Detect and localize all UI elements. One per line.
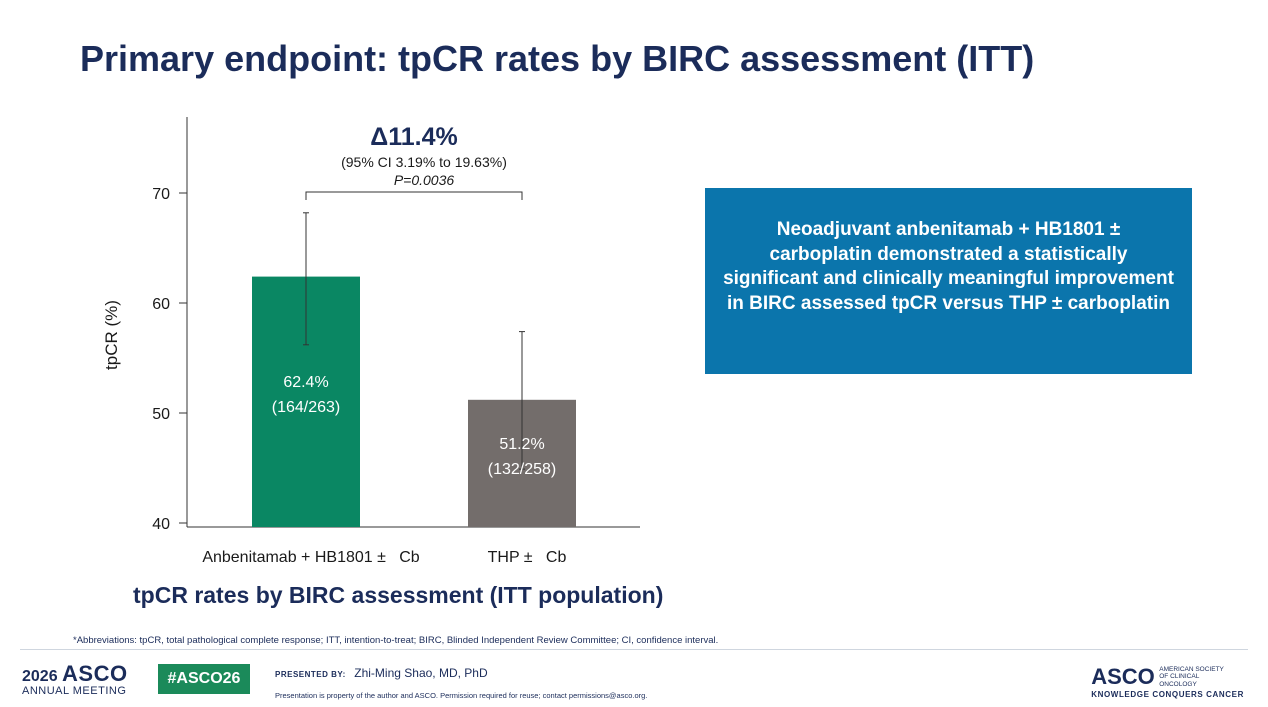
- asco-org-logo: ASCO AMERICAN SOCIETY OF CLINICAL ONCOLO…: [1091, 664, 1244, 699]
- y-tick-label: 60: [152, 296, 170, 313]
- y-axis-title: tpCR (%): [102, 300, 121, 370]
- presenter-name: Zhi-Ming Shao, MD, PhD: [354, 666, 488, 680]
- permission-note: Presentation is property of the author a…: [275, 691, 648, 700]
- logo-annual-meeting: ANNUAL MEETING: [22, 685, 127, 697]
- slide-title: Primary endpoint: tpCR rates by BIRC ass…: [80, 38, 1035, 79]
- org-logo-word: ASCO: [1091, 664, 1155, 689]
- org-name: AMERICAN SOCIETY OF CLINICAL ONCOLOGY: [1159, 665, 1224, 688]
- tpcr-bar-chart: 40 50 60 70 tpCR (%) 62.4% (164/263) Anbenitama…: [102, 117, 640, 566]
- hashtag-badge: #ASCO26: [158, 664, 250, 694]
- data-label-percent: 51.2%: [499, 436, 544, 453]
- x-category-label: THP ± Cb: [488, 549, 567, 566]
- y-tick-label: 50: [152, 406, 170, 423]
- chart-caption: tpCR rates by BIRC assessment (ITT popul…: [133, 582, 664, 608]
- footer-divider: [20, 649, 1248, 650]
- chart-layer: 40 50 60 70 tpCR (%) 62.4% (164/263) Anbenitama…: [102, 117, 640, 566]
- data-label-percent: 62.4%: [283, 374, 328, 391]
- presented-by-label: PRESENTED BY:: [275, 670, 346, 679]
- org-tagline: KNOWLEDGE CONQUERS CANCER: [1091, 690, 1244, 699]
- data-label-count: (164/263): [272, 399, 341, 416]
- presenter-block: PRESENTED BY: Zhi-Ming Shao, MD, PhD Pre…: [275, 664, 647, 700]
- ci-annotation: (95% CI 3.19% to 19.63%): [341, 154, 507, 170]
- asco-annual-meeting-logo: 2026 ASCO ANNUAL MEETING: [22, 661, 128, 697]
- logo-year: 2026: [22, 668, 58, 685]
- comparison-bracket: [305, 191, 523, 200]
- delta-annotation: Δ11.4%: [370, 123, 457, 151]
- key-finding-text: Neoadjuvant anbenitamab + HB1801 ± carbo…: [723, 219, 1174, 315]
- y-tick-label: 70: [152, 186, 170, 203]
- abbreviations-footnote: *Abbreviations: tpCR, total pathological…: [73, 635, 719, 646]
- x-category-label: Anbenitamab + HB1801 ± Cb: [202, 549, 419, 566]
- p-value-annotation: P=0.0036: [394, 172, 455, 188]
- data-label-count: (132/258): [488, 461, 557, 478]
- hashtag-text: #ASCO26: [167, 670, 241, 687]
- y-tick-label: 40: [152, 516, 170, 533]
- logo-asco-word: ASCO: [62, 661, 128, 686]
- key-finding-callout: Neoadjuvant anbenitamab + HB1801 ± carbo…: [705, 188, 1192, 374]
